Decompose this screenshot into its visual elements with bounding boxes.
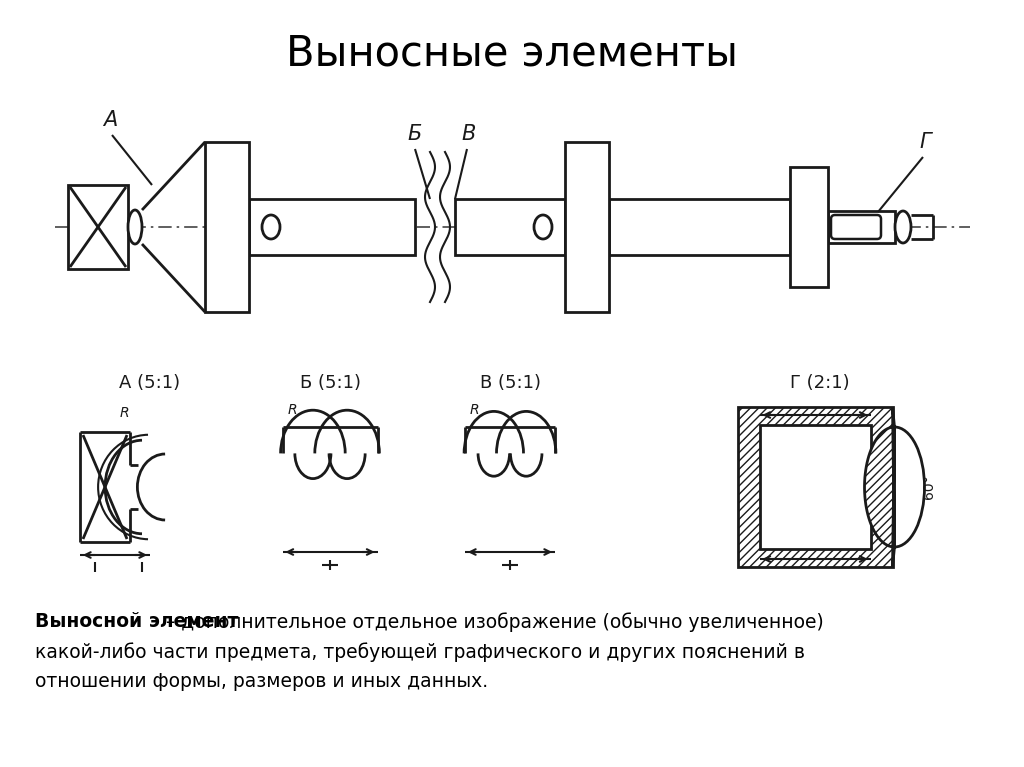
Text: В: В xyxy=(462,124,476,144)
Ellipse shape xyxy=(262,215,280,239)
Bar xyxy=(760,425,870,549)
Bar xyxy=(249,199,415,255)
Polygon shape xyxy=(864,407,895,567)
Text: отношении формы, размеров и иных данных.: отношении формы, размеров и иных данных. xyxy=(35,672,488,691)
Text: Г: Г xyxy=(920,132,931,152)
Text: R: R xyxy=(120,406,130,420)
Bar xyxy=(609,199,790,255)
Bar xyxy=(828,211,895,243)
Text: А: А xyxy=(102,110,117,130)
Bar xyxy=(790,167,828,287)
Text: 60°: 60° xyxy=(922,475,936,499)
Text: R: R xyxy=(470,403,479,417)
Ellipse shape xyxy=(895,211,911,243)
Text: Б: Б xyxy=(408,124,422,144)
Text: какой-либо части предмета, требующей графического и других пояснений в: какой-либо части предмета, требующей гра… xyxy=(35,642,805,662)
Text: – дополнительное отдельное изображение (обычно увеличенное): – дополнительное отдельное изображение (… xyxy=(166,612,824,632)
Bar xyxy=(205,142,249,312)
Bar xyxy=(737,407,893,567)
Text: Выносные элементы: Выносные элементы xyxy=(286,32,738,74)
Bar xyxy=(455,199,565,255)
Text: А (5:1): А (5:1) xyxy=(120,374,180,392)
Text: В (5:1): В (5:1) xyxy=(479,374,541,392)
Bar xyxy=(68,185,128,269)
Text: Б (5:1): Б (5:1) xyxy=(299,374,360,392)
Text: R: R xyxy=(288,403,297,417)
Ellipse shape xyxy=(128,210,142,244)
Text: Г (2:1): Г (2:1) xyxy=(791,374,850,392)
Text: Выносной элемент: Выносной элемент xyxy=(35,612,239,631)
Ellipse shape xyxy=(534,215,552,239)
Bar xyxy=(565,142,609,312)
FancyBboxPatch shape xyxy=(831,215,881,239)
